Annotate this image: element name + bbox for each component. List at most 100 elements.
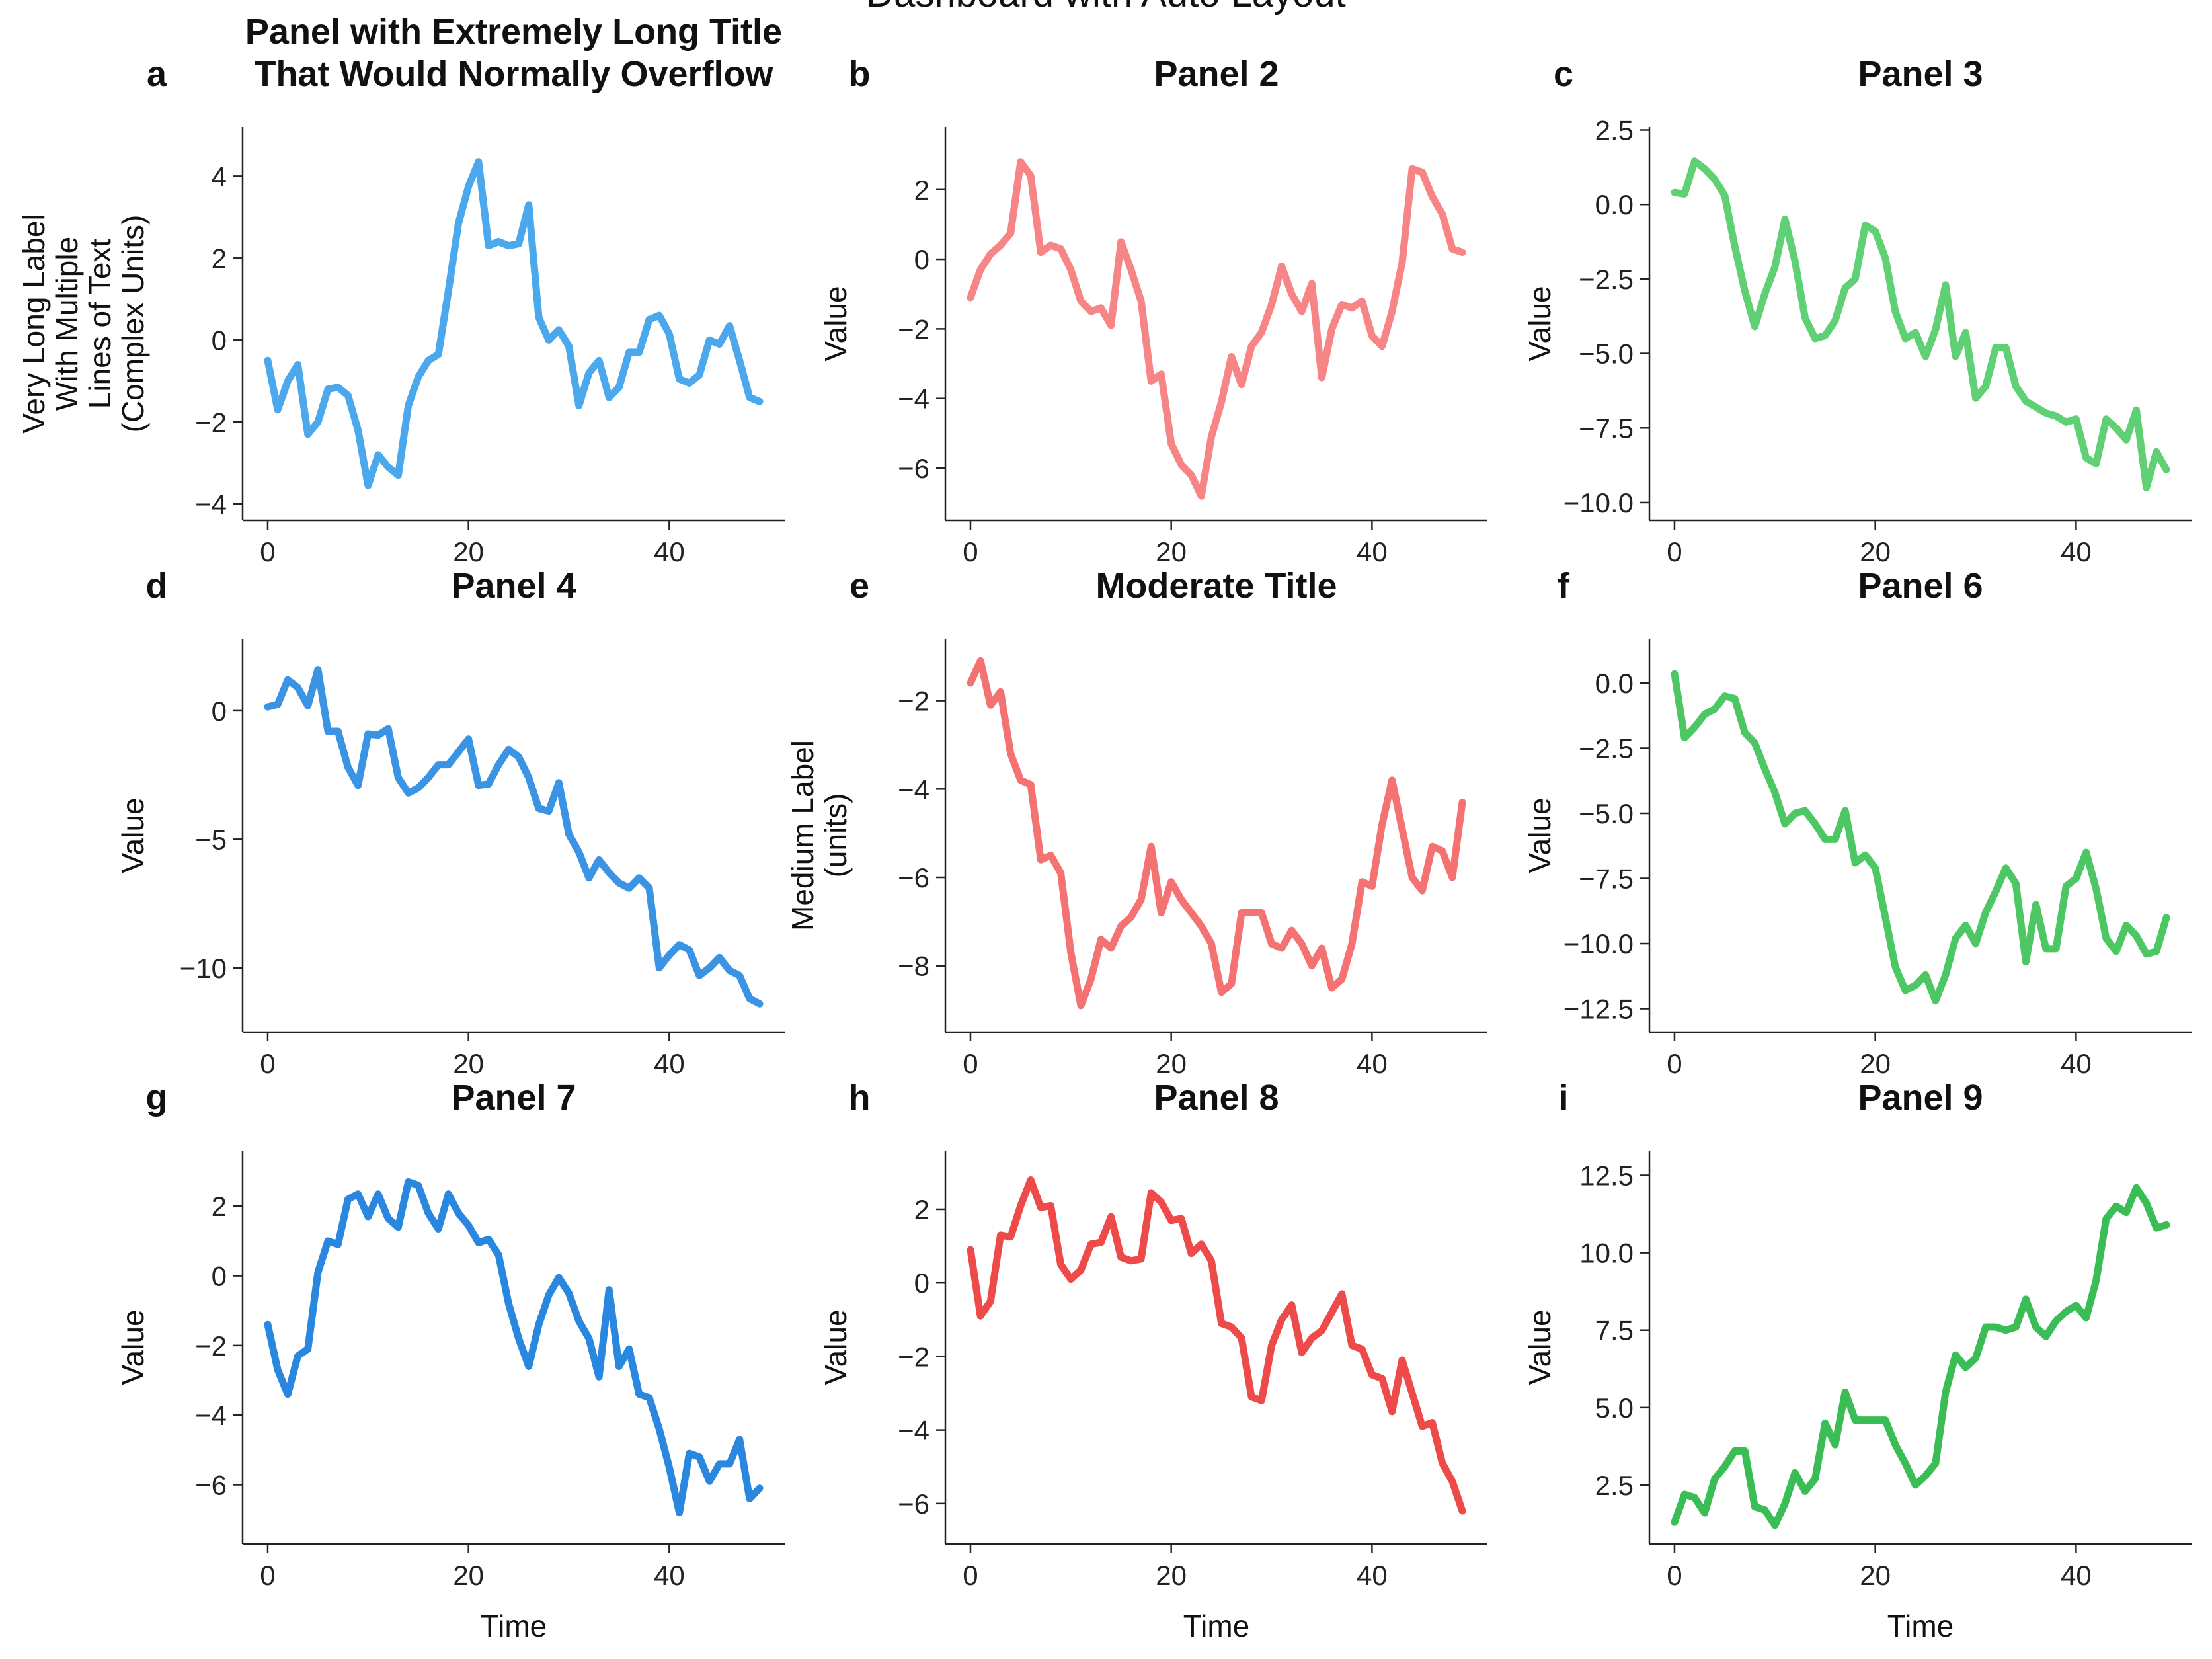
y-tick-label: −6 (898, 453, 929, 484)
y-tick-label: −5.0 (1579, 798, 1634, 829)
y-tick-label: −2.5 (1579, 733, 1634, 764)
y-tick-label: 2 (914, 1194, 929, 1225)
panel-title: Panel 3 (1858, 54, 1983, 94)
panel-title: That Would Normally Overflow (254, 54, 773, 94)
y-axis-label-line: Very Long Label (17, 214, 51, 434)
panel-title: Moderate Title (1095, 566, 1337, 606)
y-axis-label: Value (1522, 797, 1557, 873)
y-tick-label: −2 (898, 686, 929, 717)
y-tick-label: −5.0 (1579, 339, 1634, 370)
y-tick-label: −6 (898, 862, 929, 893)
x-tick-label: 20 (1860, 536, 1891, 567)
y-axis-label-line: Lines of Text (83, 239, 117, 409)
x-tick-label: 0 (963, 536, 978, 567)
x-tick-label: 20 (1860, 1048, 1891, 1079)
panel-letter: c (1554, 54, 1573, 94)
panel-letter: g (146, 1078, 168, 1117)
y-axis-label: Value (818, 286, 853, 361)
x-tick-label: 20 (1156, 1560, 1187, 1591)
panel-i: 0 20 40 2.5 5.0 7.5 10.0 12.5 Panel 9 i Value Time (1522, 1078, 2192, 1643)
y-tick-label: 2 (212, 1191, 227, 1222)
y-axis-label: Value (1522, 286, 1557, 361)
y-axis-label: Very Long LabelWith MultipleLines of Tex… (17, 214, 150, 434)
y-tick-label: −2 (898, 1341, 929, 1372)
x-tick-label: 40 (654, 536, 685, 567)
y-tick-label: −10 (180, 953, 227, 984)
y-tick-label: 0.0 (1595, 668, 1634, 699)
y-tick-label: −6 (195, 1469, 227, 1500)
panel-c: 0 20 40 −10.0 −7.5 −5.0 −2.5 0.0 2.5 Panel 3 c Valu… (1522, 54, 2192, 567)
x-tick-label: 0 (1667, 1048, 1682, 1079)
x-tick-label: 0 (260, 536, 275, 567)
y-tick-label: −7.5 (1579, 864, 1634, 895)
y-axis-label: Medium Label(units) (785, 740, 853, 931)
panel-letter: e (849, 566, 869, 606)
y-axis-label-line: Value (116, 1309, 150, 1385)
y-axis-label: Value (1522, 1309, 1557, 1385)
y-tick-label: −4 (898, 1415, 929, 1446)
y-axis-label-line: Medium Label (785, 740, 820, 931)
y-tick-label: −7.5 (1579, 413, 1634, 444)
y-tick-label: −2 (898, 313, 929, 344)
y-tick-label: −10.0 (1563, 487, 1634, 518)
panel-title: Panel 9 (1858, 1078, 1983, 1117)
series-line (967, 158, 1466, 500)
y-tick-label: 0 (914, 244, 929, 275)
panel-letter: a (147, 54, 167, 94)
x-tick-label: 20 (1156, 1048, 1187, 1079)
y-tick-label: −4 (898, 774, 929, 805)
y-tick-label: 5.0 (1595, 1393, 1634, 1424)
x-tick-label: 0 (1667, 1560, 1682, 1591)
panel-h: 0 20 40 −6 −4 −2 0 2 Panel 8 h Value Time (818, 1078, 1487, 1643)
y-tick-label: −4 (195, 1400, 227, 1431)
x-tick-label: 20 (453, 1048, 484, 1079)
x-tick-label: 0 (260, 1048, 275, 1079)
y-tick-label: −4 (195, 489, 227, 520)
y-axis-label-line: Value (1522, 1309, 1557, 1385)
panel-g: 0 20 40 −6 −4 −2 0 2 Panel 7 g Value Time (116, 1078, 785, 1643)
x-tick-label: 20 (453, 1560, 484, 1591)
figure-title: Dashboard with Auto Layout (866, 0, 1345, 15)
y-axis-label-line: Value (1522, 797, 1557, 873)
series-line (264, 158, 764, 489)
x-tick-label: 0 (963, 1048, 978, 1079)
panel-title: Panel 6 (1858, 566, 1983, 606)
series-line (1671, 1184, 2170, 1529)
panel-f: 0 20 40 −12.5 −10.0 −7.5 −5.0 −2.5 0.0 Panel 6 f Va… (1522, 566, 2192, 1079)
y-axis-label: Value (116, 797, 150, 873)
y-tick-label: −4 (898, 384, 929, 415)
panel-d: 0 20 40 −10 −5 0 Panel 4 d Value (116, 566, 785, 1079)
x-tick-label: 20 (1156, 536, 1187, 567)
x-tick-label: 20 (1860, 1560, 1891, 1591)
y-axis-label-line: (Complex Units) (116, 215, 150, 433)
y-axis-label-line: Value (818, 1309, 853, 1385)
y-tick-label: 2.5 (1595, 1470, 1634, 1501)
y-tick-label: 10.0 (1579, 1238, 1634, 1269)
series-line (1671, 157, 2170, 491)
x-tick-label: 40 (654, 1560, 685, 1591)
panel-b: 0 20 40 −6 −4 −2 0 2 Panel 2 b Value (818, 54, 1487, 567)
y-tick-label: 0 (212, 1261, 227, 1292)
y-tick-label: −5 (195, 824, 227, 855)
panel-letter: h (849, 1078, 871, 1117)
x-tick-label: 40 (654, 1048, 685, 1079)
y-axis-label: Value (818, 1309, 853, 1385)
y-tick-label: 0 (212, 325, 227, 356)
panel-e: 0 20 40 −8 −6 −4 −2 Moderate Title e Medium Label… (785, 566, 1487, 1079)
x-tick-label: 40 (1357, 1560, 1388, 1591)
x-axis-label: Time (481, 1609, 547, 1643)
series-line (967, 657, 1466, 1010)
y-tick-label: 0 (914, 1268, 929, 1299)
panel-letter: i (1558, 1078, 1568, 1117)
panel-title: Panel with Extremely Long Title (245, 12, 782, 52)
x-tick-label: 20 (453, 536, 484, 567)
panel-title: Panel 2 (1154, 54, 1279, 94)
series-line (264, 666, 764, 1008)
x-tick-label: 0 (1667, 536, 1682, 567)
x-tick-label: 40 (2061, 1048, 2092, 1079)
y-axis-label-line: Value (116, 797, 150, 873)
y-tick-label: −2.5 (1579, 264, 1634, 295)
y-tick-label: 7.5 (1595, 1315, 1634, 1346)
